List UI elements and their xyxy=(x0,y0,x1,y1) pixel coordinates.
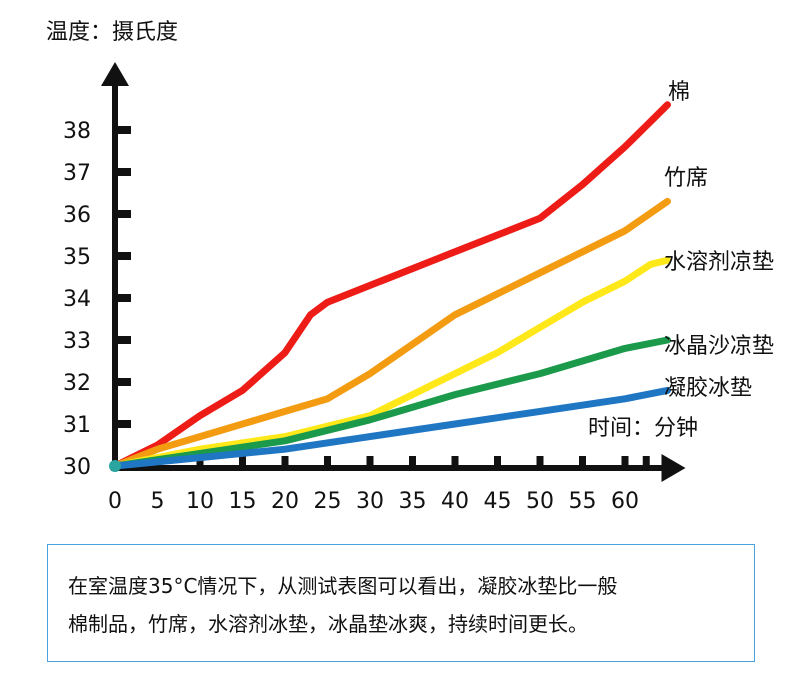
y-axis-arrow xyxy=(101,62,129,86)
series-label-crystal: 冰晶沙凉垫 xyxy=(664,334,775,359)
x-tick-label: 20 xyxy=(271,489,299,514)
series-lines xyxy=(109,101,671,472)
temperature-chart: 30 31 32 33 34 35 36 37 38 0 5 10 15 20 25 30 35 40 45 50 55… xyxy=(63,62,686,514)
x-tick-label: 15 xyxy=(229,489,257,514)
y-tick-label: 38 xyxy=(63,119,91,144)
series-label-water: 水溶剂凉垫 xyxy=(664,250,775,275)
x-tick-mark xyxy=(536,456,544,470)
y-tick-label: 31 xyxy=(63,413,91,438)
description-box: 在室温度35°C情况下，从测试表图可以看出，凝胶冰垫比一般 棉制品，竹席，水溶剂… xyxy=(47,544,755,662)
origin-dot xyxy=(109,460,121,472)
y-tick-mark xyxy=(115,336,131,344)
x-tick-mark xyxy=(324,456,331,470)
x-tick-mark xyxy=(409,456,416,470)
y-tick-label: 30 xyxy=(63,455,91,480)
y-tick-mark xyxy=(115,210,131,218)
x-tick-mark xyxy=(579,456,586,470)
y-tick-label: 36 xyxy=(63,203,91,228)
x-tick-label: 0 xyxy=(108,489,122,514)
y-tick-mark xyxy=(115,168,131,176)
y-tick-mark xyxy=(115,294,131,302)
x-tick-label: 45 xyxy=(484,489,512,514)
x-tick-label: 10 xyxy=(186,489,214,514)
x-tick-mark xyxy=(494,456,501,470)
series-line xyxy=(111,197,671,470)
ticks: 30 31 32 33 34 35 36 37 38 0 5 10 15 20 25 30 35 40 45 50 55… xyxy=(63,119,650,514)
x-tick-label: 5 xyxy=(151,489,165,514)
x-tick-label: 60 xyxy=(611,489,639,514)
x-tick-mark xyxy=(642,456,650,470)
y-tick-mark xyxy=(115,252,131,260)
x-tick-mark xyxy=(281,456,289,470)
x-tick-mark xyxy=(366,456,374,470)
y-tick-label: 37 xyxy=(63,161,91,186)
y-tick-mark xyxy=(115,420,131,428)
x-tick-mark xyxy=(451,456,459,470)
x-tick-mark xyxy=(239,456,246,470)
x-tick-mark xyxy=(621,456,629,470)
series-line xyxy=(111,386,671,470)
description-line-2: 棉制品，竹席，水溶剂冰垫，冰晶垫冰爽，持续时间更长。 xyxy=(68,612,588,636)
x-tick-mark xyxy=(196,456,204,470)
series-label-bamboo: 竹席 xyxy=(664,166,709,191)
x-tick-label: 40 xyxy=(441,489,469,514)
series-line xyxy=(111,336,671,470)
description-line-1: 在室温度35°C情况下，从测试表图可以看出，凝胶冰垫比一般 xyxy=(68,574,618,598)
series-label-gel: 凝胶冰垫 xyxy=(664,376,753,401)
y-tick-mark xyxy=(115,378,131,386)
x-tick-label: 55 xyxy=(569,489,597,514)
x-tick-label: 35 xyxy=(399,489,427,514)
series-line xyxy=(111,101,671,470)
y-tick-label: 33 xyxy=(63,329,91,354)
x-tick-label: 25 xyxy=(314,489,342,514)
x-axis-title: 时间：分钟 xyxy=(588,416,699,441)
x-tick-label: 30 xyxy=(356,489,384,514)
x-axis-arrow xyxy=(661,454,686,482)
series-line xyxy=(111,256,671,470)
y-axis-title: 温度：摄氏度 xyxy=(46,20,179,45)
y-tick-mark xyxy=(115,126,131,134)
x-tick-label: 50 xyxy=(526,489,554,514)
y-tick-label: 32 xyxy=(63,371,91,396)
y-tick-label: 34 xyxy=(63,287,91,312)
series-label-cotton: 棉 xyxy=(668,80,691,105)
y-tick-label: 35 xyxy=(63,245,91,270)
